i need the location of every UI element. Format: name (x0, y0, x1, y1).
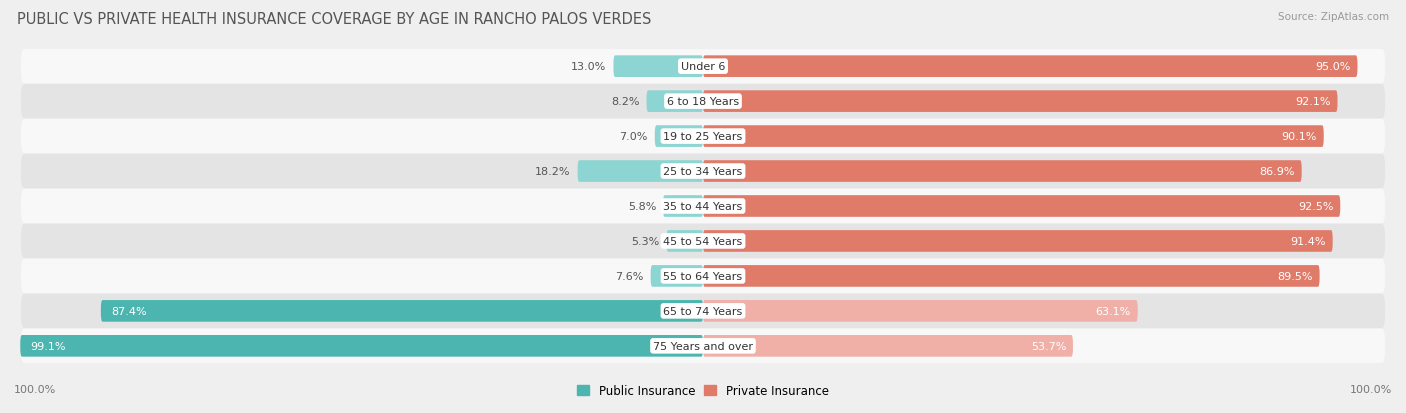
FancyBboxPatch shape (703, 230, 1333, 252)
Text: 92.1%: 92.1% (1295, 97, 1330, 107)
Text: 7.6%: 7.6% (616, 271, 644, 281)
Text: 75 Years and over: 75 Years and over (652, 341, 754, 351)
Text: Under 6: Under 6 (681, 62, 725, 72)
Text: 7.0%: 7.0% (620, 132, 648, 142)
FancyBboxPatch shape (20, 335, 703, 357)
FancyBboxPatch shape (21, 120, 1385, 154)
Text: 65 to 74 Years: 65 to 74 Years (664, 306, 742, 316)
FancyBboxPatch shape (703, 266, 1320, 287)
Text: 100.0%: 100.0% (1350, 385, 1392, 394)
Text: 86.9%: 86.9% (1260, 166, 1295, 177)
FancyBboxPatch shape (21, 85, 1385, 119)
Text: 13.0%: 13.0% (571, 62, 606, 72)
Text: Source: ZipAtlas.com: Source: ZipAtlas.com (1278, 12, 1389, 22)
Text: 99.1%: 99.1% (31, 341, 66, 351)
FancyBboxPatch shape (21, 154, 1385, 189)
FancyBboxPatch shape (655, 126, 703, 147)
FancyBboxPatch shape (703, 91, 1337, 113)
FancyBboxPatch shape (703, 126, 1323, 147)
Text: 6 to 18 Years: 6 to 18 Years (666, 97, 740, 107)
Text: 5.8%: 5.8% (627, 202, 657, 211)
Text: 63.1%: 63.1% (1095, 306, 1130, 316)
FancyBboxPatch shape (664, 196, 703, 217)
FancyBboxPatch shape (21, 50, 1385, 84)
Text: 92.5%: 92.5% (1298, 202, 1333, 211)
Text: 89.5%: 89.5% (1277, 271, 1313, 281)
Text: 5.3%: 5.3% (631, 236, 659, 247)
Text: 87.4%: 87.4% (111, 306, 146, 316)
Text: 53.7%: 53.7% (1031, 341, 1066, 351)
FancyBboxPatch shape (21, 329, 1385, 363)
Text: 95.0%: 95.0% (1315, 62, 1351, 72)
FancyBboxPatch shape (703, 300, 1137, 322)
Text: 91.4%: 91.4% (1291, 236, 1326, 247)
Text: 100.0%: 100.0% (14, 385, 56, 394)
Legend: Public Insurance, Private Insurance: Public Insurance, Private Insurance (572, 379, 834, 401)
Text: 19 to 25 Years: 19 to 25 Years (664, 132, 742, 142)
FancyBboxPatch shape (647, 91, 703, 113)
FancyBboxPatch shape (578, 161, 703, 183)
Text: 90.1%: 90.1% (1281, 132, 1317, 142)
FancyBboxPatch shape (666, 230, 703, 252)
Text: 55 to 64 Years: 55 to 64 Years (664, 271, 742, 281)
FancyBboxPatch shape (703, 335, 1073, 357)
Text: 45 to 54 Years: 45 to 54 Years (664, 236, 742, 247)
FancyBboxPatch shape (21, 224, 1385, 259)
Text: 8.2%: 8.2% (612, 97, 640, 107)
FancyBboxPatch shape (21, 190, 1385, 223)
FancyBboxPatch shape (21, 259, 1385, 293)
FancyBboxPatch shape (21, 294, 1385, 328)
FancyBboxPatch shape (101, 300, 703, 322)
Text: 35 to 44 Years: 35 to 44 Years (664, 202, 742, 211)
Text: PUBLIC VS PRIVATE HEALTH INSURANCE COVERAGE BY AGE IN RANCHO PALOS VERDES: PUBLIC VS PRIVATE HEALTH INSURANCE COVER… (17, 12, 651, 27)
FancyBboxPatch shape (703, 56, 1358, 78)
Text: 25 to 34 Years: 25 to 34 Years (664, 166, 742, 177)
FancyBboxPatch shape (651, 266, 703, 287)
FancyBboxPatch shape (703, 196, 1340, 217)
Text: 18.2%: 18.2% (536, 166, 571, 177)
FancyBboxPatch shape (613, 56, 703, 78)
FancyBboxPatch shape (703, 161, 1302, 183)
